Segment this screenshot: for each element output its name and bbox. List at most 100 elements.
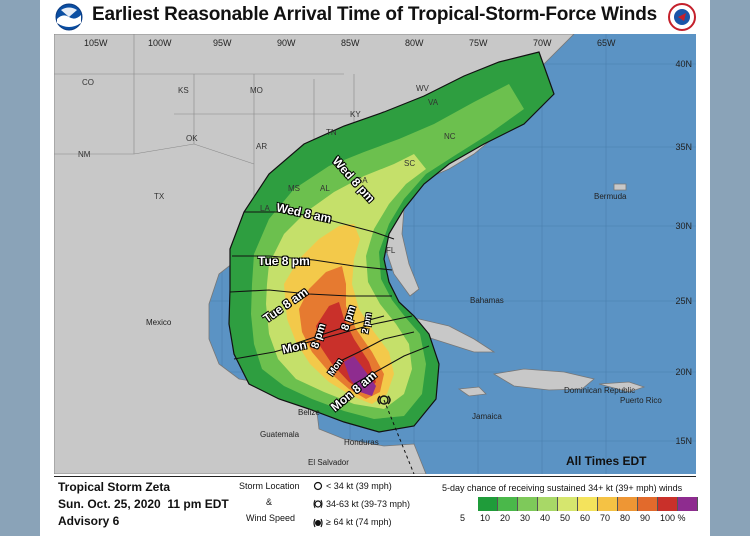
state-label: AR: [256, 142, 268, 151]
state-label: NM: [78, 150, 91, 159]
state-label: WV: [416, 84, 429, 93]
place-label: Honduras: [344, 438, 379, 447]
place-label: Mexico: [146, 318, 172, 327]
time-contours: [229, 211, 430, 385]
colorbar-swatch: [678, 497, 698, 511]
wind-item-3: ≥ 64 kt (74 mph): [326, 517, 392, 527]
lon-label: 70W: [533, 38, 552, 48]
time-label: Mon: [280, 337, 308, 357]
place-label: Belize: [298, 408, 320, 417]
colorbar-swatch: [658, 497, 678, 511]
tropical-storm-icon: [313, 499, 323, 509]
lat-label: 25N: [675, 296, 692, 306]
state-label: NC: [444, 132, 456, 141]
noaa-logo: [55, 3, 83, 31]
hurricane-icon: [313, 518, 323, 528]
time-label: Mon: [325, 356, 345, 378]
lon-label: 95W: [213, 38, 232, 48]
lat-label: 40N: [675, 59, 692, 69]
prob-label: 80: [620, 513, 631, 523]
prob-label: 60: [580, 513, 591, 523]
graphic-frame: Earliest Reasonable Arrival Time of Trop…: [40, 0, 710, 536]
lon-label: 75W: [469, 38, 488, 48]
state-label: SC: [404, 159, 416, 168]
state-label: MO: [250, 86, 263, 95]
storm-name: Tropical Storm Zeta: [58, 480, 171, 494]
lon-label: 90W: [277, 38, 296, 48]
prob-label: 5: [460, 513, 466, 523]
colorbar-swatch: [478, 497, 498, 511]
prob-label: 100 %: [660, 513, 686, 523]
legend-wind-speed: Wind Speed: [246, 513, 296, 523]
prob-label: 40: [540, 513, 551, 523]
state-label: KY: [350, 110, 361, 119]
legend-storm-location: Storm Location: [239, 481, 300, 491]
lat-label: 30N: [675, 221, 692, 231]
state-label: CO: [82, 78, 94, 87]
map: 105W 100W 95W 90W 85W 80W 75W 70W 65W 40…: [54, 34, 696, 474]
legend-amp: &: [266, 497, 273, 507]
state-label: LA: [260, 204, 270, 213]
place-label: Bermuda: [594, 192, 627, 201]
state-label: MS: [288, 184, 300, 193]
place-label: Jamaica: [472, 412, 502, 421]
prob-label: 10: [480, 513, 491, 523]
time-label: Wed 8 pm: [329, 154, 378, 206]
state-label: AL: [320, 184, 330, 193]
page-title: Earliest Reasonable Arrival Time of Trop…: [92, 4, 657, 25]
arrival-time-labels: Wed 8 pm Wed 8 am Tue 8 pm Tue 8 am 8 pm…: [54, 34, 696, 474]
wind-item-2: 34-63 kt (39-73 mph): [326, 499, 411, 509]
tropical-storm-symbol-icon: [377, 395, 391, 405]
wind-symbols: [313, 481, 323, 528]
footer-legend: Tropical Storm Zeta Sun. Oct. 25, 2020 1…: [54, 476, 698, 535]
colorbar-swatch: [638, 497, 658, 511]
colorbar-swatch: [538, 497, 558, 511]
state-label: OK: [186, 134, 198, 143]
colorbar-swatch: [518, 497, 538, 511]
nws-logo: [668, 3, 696, 31]
time-label: 2 pm: [359, 311, 374, 335]
prob-swath-100pct: [344, 356, 376, 396]
wind-item-1: < 34 kt (39 mph): [326, 481, 392, 491]
state-label: VA: [428, 98, 439, 107]
colorbar-swatch: [578, 497, 598, 511]
lat-label: 35N: [675, 142, 692, 152]
lat-label: 15N: [675, 436, 692, 446]
lat-label: 20N: [675, 367, 692, 377]
state-label: GA: [356, 176, 368, 185]
probability-title: 5-day chance of receiving sustained 34+ …: [442, 483, 683, 493]
prob-label: 50: [560, 513, 571, 523]
prob-label: 70: [600, 513, 611, 523]
timezone-note: All Times EDT: [566, 454, 647, 468]
lon-label: 100W: [148, 38, 172, 48]
track-line: [383, 399, 415, 474]
colorbar-swatch: [598, 497, 618, 511]
time-label: Tue 8 pm: [258, 254, 310, 268]
time-label: 8 pm: [309, 321, 329, 351]
place-label: El Salvador: [308, 458, 349, 467]
advisory-date: Sun. Oct. 25, 2020 11 pm EDT: [58, 497, 229, 511]
prob-label: 20: [500, 513, 511, 523]
low-wind-icon: [313, 481, 323, 491]
place-labels: Bermuda Bahamas Mexico Jamaica Belize Gu…: [54, 34, 696, 474]
colorbar-swatch: [558, 497, 578, 511]
colorbar-swatch: [618, 497, 638, 511]
probability-scale: 5 10 20 30 40 50 60 70 80 90 100 %: [460, 513, 696, 527]
place-label: Puerto Rico: [620, 396, 662, 405]
storm-location-icon: [379, 395, 389, 405]
state-labels: CO KS MO OK NM TX AR MS AL LA TN KY WV V…: [54, 34, 696, 474]
header: Earliest Reasonable Arrival Time of Trop…: [40, 0, 710, 34]
place-label: Dominican Republic: [564, 386, 636, 395]
advisory-number: Advisory 6: [58, 514, 120, 528]
lon-label: 65W: [597, 38, 616, 48]
state-label: KS: [178, 86, 189, 95]
lon-label: 85W: [341, 38, 360, 48]
state-label: TN: [326, 128, 337, 137]
state-label: TX: [154, 192, 165, 201]
lon-label: 105W: [84, 38, 108, 48]
state-label: FL: [386, 246, 396, 255]
time-label: Tue 8 am: [260, 284, 311, 326]
time-label: 8 pm: [339, 303, 359, 333]
map-canvas: [54, 34, 696, 474]
storm-track: [377, 395, 391, 405]
